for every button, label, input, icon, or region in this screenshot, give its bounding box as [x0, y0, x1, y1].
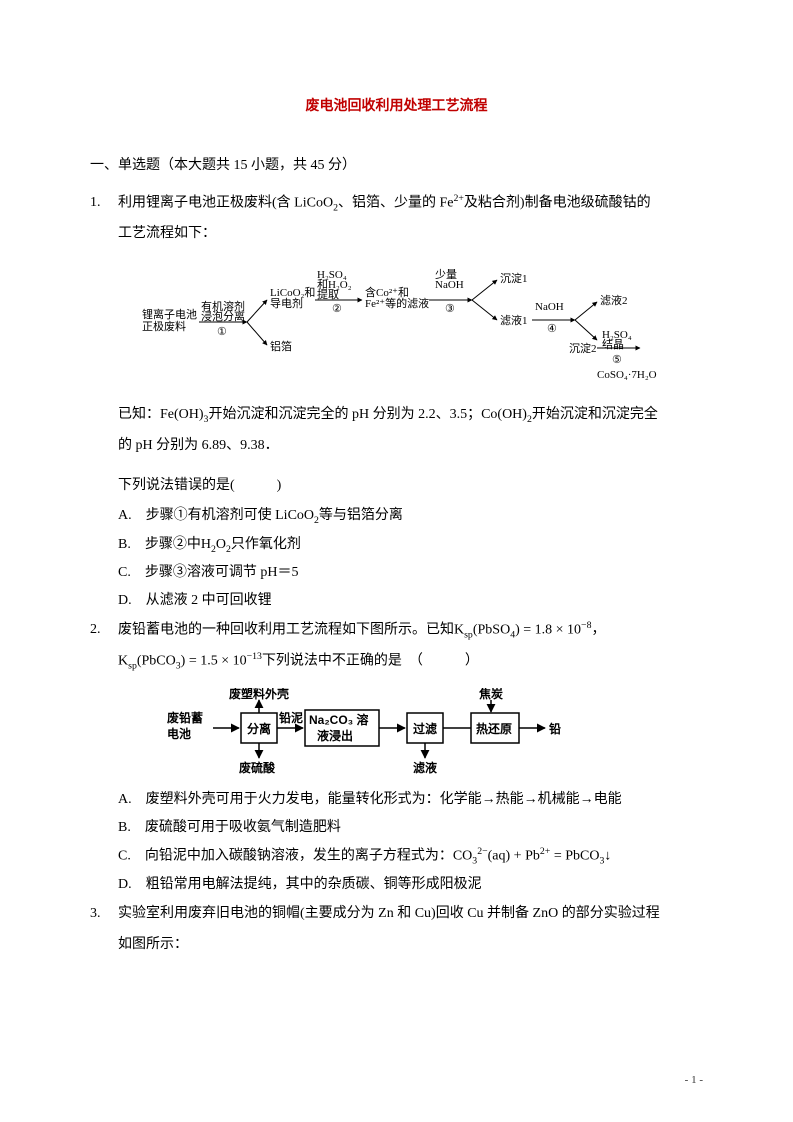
q3-text: 如图所示：	[118, 937, 188, 952]
flow1-n1a: 锂离子电池	[142, 307, 197, 321]
page-number: - 1 -	[685, 1068, 703, 1092]
flow1-n7c: ③	[445, 303, 455, 315]
q1-text: 及粘合剂)制备电池级硫酸钴的	[464, 195, 651, 210]
flow1-n13c: ⑤	[612, 354, 622, 366]
q1-number: 1.	[90, 188, 118, 250]
question-3: 3. 实验室利用废弃旧电池的铜帽(主要成分为 Zn 和 Cu)回收 Cu 并制备…	[90, 899, 703, 961]
q2-option-B: B. 废硫酸可用于吸收氨气制造肥料	[118, 814, 703, 842]
q1-A-text: 步骤①有机溶剂可使 LiCoO	[146, 508, 314, 523]
title-text: 废电池回收利用处理工艺流程	[306, 97, 488, 113]
q1-known-text: 的 pH 分别为 6.89、9.38．	[118, 438, 279, 453]
q2-C-text: ↓	[604, 849, 611, 864]
flow2-b1: 分离	[247, 721, 271, 736]
q2-option-C: C. 向铅泥中加入碳酸钠溶液，发生的离子方程式为：CO32−(aq) + Pb2…	[118, 842, 703, 871]
q3-body: 实验室利用废弃旧电池的铜帽(主要成分为 Zn 和 Cu)回收 Cu 并制备 Zn…	[118, 899, 703, 961]
flow2-top: 废塑料外壳	[229, 688, 289, 701]
flow1-n3b: 导电剂	[270, 296, 303, 310]
q2-flow-diagram: 废铅蓄 电池 分离 废塑料外壳 废硫酸 铅泥 Na₂CO₃ 溶 液浸出 过滤 滤…	[90, 688, 703, 776]
flow2-bot1: 废硫酸	[239, 760, 276, 775]
flow1-n9: 滤液1	[500, 313, 528, 327]
q1-B-text: O	[216, 537, 226, 552]
flow1-n10b: ④	[547, 323, 557, 335]
flow1-n10a: NaOH	[535, 301, 564, 313]
q1-text: 工艺流程如下：	[118, 226, 216, 241]
flow2-b2-1: Na₂CO₃ 溶	[309, 712, 369, 727]
q2-option-A: A. 废塑料外壳可用于火力发电，能量转化形式为：化学能→热能→机械能→电能	[118, 786, 703, 814]
q3-number: 3.	[90, 899, 118, 961]
q1-B-text: 步骤②中H	[145, 537, 211, 552]
q1-body: 利用锂离子电池正极废料(含 LiCoO2、铝箔、少量的 Fe2+及粘合剂)制备电…	[118, 188, 703, 250]
q2-text: (PbCO	[137, 654, 176, 669]
q2-text: (PbSO	[473, 623, 510, 638]
flow1-n6a: 含Co²⁺和	[365, 285, 409, 299]
question-2: 2. 废铅蓄电池的一种回收利用工艺流程如下图所示。已知Ksp(PbSO4) = …	[90, 615, 703, 678]
flow2-b3: 过滤	[413, 721, 437, 736]
flow1-n12: 沉淀2	[569, 341, 597, 355]
q2-B-text: 废硫酸可用于吸收氨气制造肥料	[145, 820, 341, 835]
q1-flow-diagram: 锂离子电池 正极废料 有机溶剂 浸泡分离 ① LiCoO₂和 导电剂 铝箔 H₂…	[90, 260, 703, 390]
q2-text: K	[118, 654, 128, 669]
doc-title: 废电池回收利用处理工艺流程	[90, 90, 703, 121]
q2-number: 2.	[90, 615, 118, 678]
q2-text: 废铅蓄电池的一种回收利用工艺流程如下图所示。已知K	[118, 623, 464, 638]
q3-text: 实验室利用废弃旧电池的铜帽(主要成分为 Zn 和 Cu)回收 Cu 并制备 Zn…	[118, 906, 660, 921]
q2-text: ) = 1.5 × 10	[181, 654, 247, 669]
q1-text: 、铝箔、少量的 Fe	[338, 195, 454, 210]
q2-body: 废铅蓄电池的一种回收利用工艺流程如下图所示。已知Ksp(PbSO4) = 1.8…	[118, 615, 703, 678]
q1-B-text: 只作氧化剂	[231, 537, 301, 552]
flow1-n2c: ①	[217, 326, 227, 338]
flow2-b2-2: 液浸出	[317, 728, 353, 743]
q1-D-text: 从滤液 2 中可回收锂	[146, 593, 272, 608]
flow1-n14: CoSO₄·7H₂O	[597, 369, 657, 381]
flow1-n8: 沉淀1	[500, 271, 528, 285]
q2-text: ) = 1.8 × 10	[515, 623, 581, 638]
flow2-in-1: 废铅蓄	[167, 710, 203, 725]
q2-text: 下列说法中不正确的是 （ ）	[262, 654, 479, 669]
q1-option-D: D. 从滤液 2 中可回收锂	[118, 587, 703, 615]
flow1-n4: 铝箔	[270, 339, 292, 353]
q2-D-text: 粗铅常用电解法提纯，其中的杂质碳、铜等形成阳极泥	[146, 877, 482, 892]
q2-C-text: 向铅泥中加入碳酸钠溶液，发生的离子方程式为：CO	[145, 849, 472, 864]
section-text: 一、单选题（本大题共 15 小题，共 45 分）	[90, 158, 356, 173]
flow1-n1b: 正极废料	[142, 319, 186, 333]
section-heading: 一、单选题（本大题共 15 小题，共 45 分）	[90, 151, 703, 182]
q1-known: 已知：Fe(OH)3开始沉淀和沉淀完全的 pH 分别为 2.2、3.5；Co(O…	[118, 400, 703, 462]
q1-option-C: C. 步骤③溶液可调节 pH＝5	[118, 559, 703, 587]
flow1-n6b: Fe²⁺等的滤液	[365, 296, 429, 310]
q1-known-text: 开始沉淀和沉淀完全的 pH 分别为 2.2、3.5；Co(OH)	[208, 407, 527, 422]
flow2-out: 铅	[548, 721, 561, 736]
q1-known-text: 开始沉淀和沉淀完全	[532, 407, 658, 422]
q1-text: 利用锂离子电池正极废料(含 LiCoO	[118, 195, 333, 210]
q1-known-text: 已知：Fe(OH)	[118, 407, 204, 422]
q2-C-text: (aq) + Pb	[488, 849, 540, 864]
q1-option-B: B. 步骤②中H2O2只作氧化剂	[118, 531, 703, 559]
q2-option-D: D. 粗铅常用电解法提纯，其中的杂质碳、铜等形成阳极泥	[118, 871, 703, 899]
flow2-bot2: 滤液	[413, 760, 437, 775]
flow1-n5c: 提取	[317, 288, 339, 301]
q2-text: ，	[591, 623, 605, 638]
question-1: 1. 利用锂离子电池正极废料(含 LiCoO2、铝箔、少量的 Fe2+及粘合剂)…	[90, 188, 703, 250]
q1-C-text: 步骤③溶液可调节 pH＝5	[145, 565, 299, 580]
flow1-n2b: 浸泡分离	[201, 309, 245, 323]
flow1-n5d: ②	[332, 303, 342, 315]
flow2-top2: 焦炭	[478, 688, 503, 701]
flow1-n7b: NaOH	[435, 279, 464, 291]
q1-option-A: A. 步骤①有机溶剂可使 LiCoO2等与铝箔分离	[118, 502, 703, 530]
flow2-b4: 热还原	[476, 721, 512, 736]
q1-prompt: 下列说法错误的是( )	[118, 471, 703, 502]
q2-C-text: = PbCO	[550, 849, 599, 864]
flow1-n13b: 结晶	[602, 338, 624, 351]
flow2-mid1: 铅泥	[278, 710, 303, 725]
flow2-in-2: 电池	[167, 726, 191, 741]
flow1-n11: 滤液2	[600, 293, 628, 307]
q2-A-text: 废塑料外壳可用于火力发电，能量转化形式为：化学能→热能→机械能→电能	[146, 792, 622, 807]
q1-A-text: 等与铝箔分离	[319, 508, 403, 523]
